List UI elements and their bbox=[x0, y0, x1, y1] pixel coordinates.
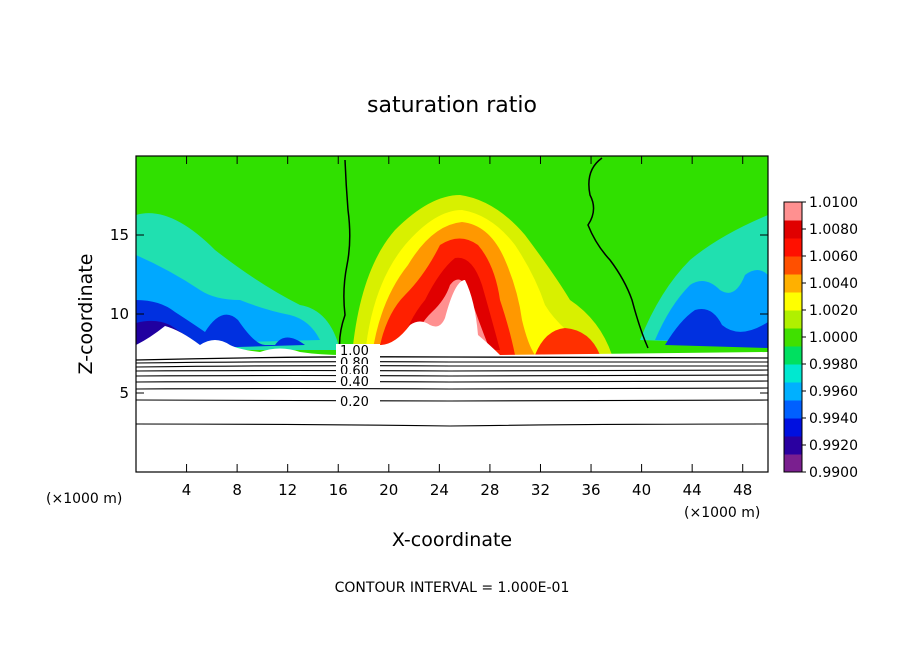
colorbar-swatch bbox=[784, 346, 802, 365]
x-tick-label: 48 bbox=[733, 481, 752, 499]
contour-line bbox=[136, 423, 768, 427]
colorbar-label: 0.9960 bbox=[809, 384, 858, 400]
saturation-region-right-deep bbox=[665, 309, 768, 348]
contour-line-upper-right bbox=[587, 157, 649, 349]
contour-line bbox=[136, 380, 768, 383]
contour-line bbox=[136, 399, 768, 402]
x-tick-label: 16 bbox=[329, 481, 348, 499]
contour-line bbox=[136, 369, 768, 372]
y-tick-label: 5 bbox=[119, 384, 129, 402]
x-tick-label: 44 bbox=[683, 481, 702, 499]
contour-line bbox=[136, 365, 768, 368]
contour-line bbox=[136, 356, 768, 361]
colorbar-swatch bbox=[784, 292, 802, 311]
y-axis: 5 10 15 bbox=[110, 226, 768, 402]
colorbar-swatch bbox=[784, 238, 802, 257]
colorbar-label: 1.0060 bbox=[809, 249, 858, 265]
x-tick-label: 40 bbox=[632, 481, 651, 499]
colorbar-swatch bbox=[784, 418, 802, 437]
contour-line bbox=[136, 387, 768, 390]
colorbar-swatch bbox=[784, 274, 802, 293]
x-unit-left: (×1000 m) bbox=[46, 491, 122, 507]
plot-area: 1.00 0.80 0.60 0.40 0.20 bbox=[136, 156, 768, 472]
colorbar-swatch bbox=[784, 202, 802, 221]
x-tick-label: 28 bbox=[480, 481, 499, 499]
x-tick-label: 20 bbox=[379, 481, 398, 499]
colorbar-label: 1.0000 bbox=[809, 330, 858, 346]
colorbar-swatch bbox=[784, 400, 802, 419]
colorbar-label: 0.9980 bbox=[809, 357, 858, 373]
colorbar: 1.0100 1.0080 1.0060 1.0040 1.0020 1.0000 0.99… bbox=[783, 195, 858, 481]
colorbar-swatch bbox=[784, 256, 802, 275]
saturation-arc-right bbox=[535, 328, 600, 355]
chart-title: saturation ratio bbox=[367, 93, 537, 118]
colorbar-label: 0.9900 bbox=[809, 465, 858, 481]
contour-line bbox=[136, 374, 768, 377]
contour-label: 0.40 bbox=[340, 375, 369, 390]
x-tick-label: 12 bbox=[278, 481, 297, 499]
x-axis-label: X-coordinate bbox=[392, 529, 512, 551]
y-axis-label: Z-coordinate bbox=[75, 254, 97, 375]
stable-layer-background bbox=[136, 358, 768, 472]
colorbar-swatch bbox=[784, 454, 802, 473]
x-tick-label: 4 bbox=[182, 481, 192, 499]
x-axis: 4 8 12 16 20 24 28 32 36 40 44 48 bbox=[182, 156, 752, 499]
colorbar-swatch bbox=[784, 436, 802, 455]
contour-interval-note: CONTOUR INTERVAL = 1.000E-01 bbox=[335, 580, 570, 596]
colorbar-swatch bbox=[784, 310, 802, 329]
x-unit-right: (×1000 m) bbox=[684, 505, 760, 521]
contour-label: 1.00 bbox=[340, 344, 369, 359]
colorbar-swatch bbox=[784, 364, 802, 383]
contour-line-upper-left bbox=[338, 159, 351, 353]
x-tick-label: 36 bbox=[581, 481, 600, 499]
colorbar-label: 0.9920 bbox=[809, 438, 858, 454]
x-tick-label: 32 bbox=[531, 481, 550, 499]
colorbar-swatch bbox=[784, 328, 802, 347]
colorbar-label: 1.0100 bbox=[809, 195, 858, 211]
colorbar-label: 1.0020 bbox=[809, 303, 858, 319]
colorbar-label: 1.0080 bbox=[809, 222, 858, 238]
contour-label: 0.20 bbox=[340, 395, 369, 410]
contour-line bbox=[136, 361, 768, 364]
colorbar-swatch bbox=[784, 220, 802, 239]
colorbar-label: 1.0040 bbox=[809, 276, 858, 292]
x-tick-label: 24 bbox=[430, 481, 449, 499]
y-tick-label: 10 bbox=[110, 305, 129, 323]
y-tick-label: 15 bbox=[110, 226, 129, 244]
colorbar-label: 0.9940 bbox=[809, 411, 858, 427]
x-tick-label: 8 bbox=[232, 481, 242, 499]
colorbar-swatch bbox=[784, 382, 802, 401]
